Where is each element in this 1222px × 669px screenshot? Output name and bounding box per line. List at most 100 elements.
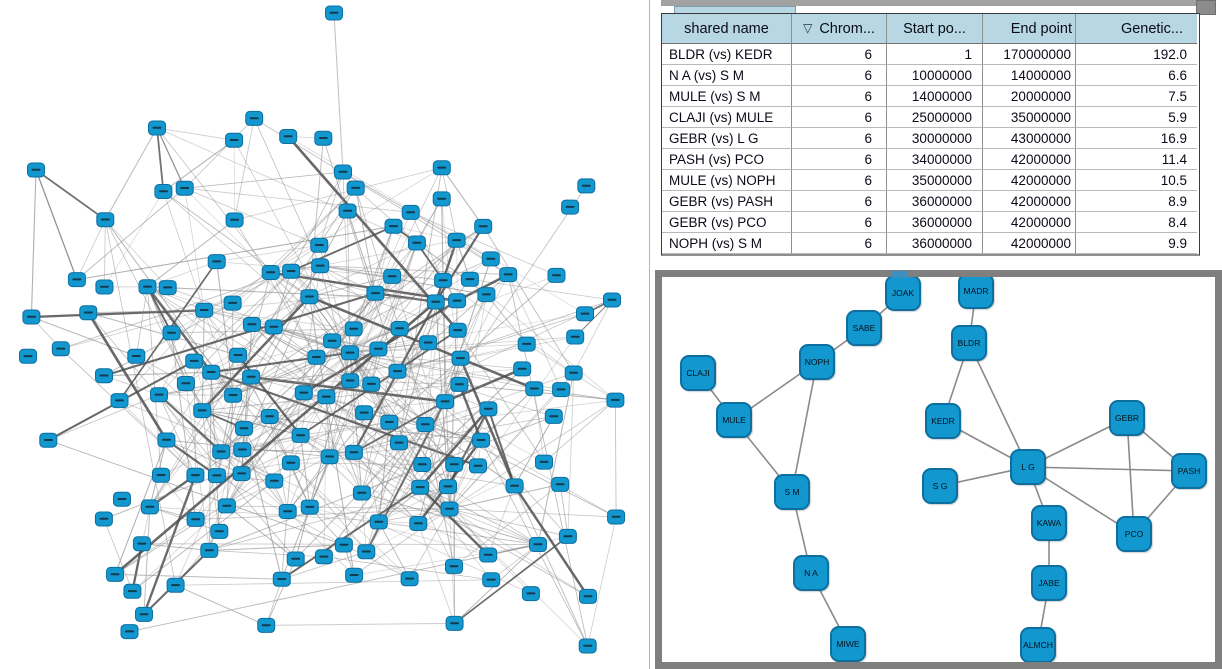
network-node[interactable] xyxy=(479,401,498,417)
network-node[interactable] xyxy=(132,536,151,552)
network-node[interactable] xyxy=(481,251,500,267)
network-node[interactable] xyxy=(152,467,170,483)
network-node-gebr[interactable]: GEBR xyxy=(1109,400,1145,436)
table-cell[interactable]: 25000000 xyxy=(887,107,983,128)
network-node[interactable] xyxy=(439,479,457,495)
network-node-s-m[interactable]: S M xyxy=(774,474,810,510)
table-cell[interactable]: N A (vs) S M xyxy=(662,65,792,86)
network-node[interactable] xyxy=(140,499,159,515)
column-header-4[interactable]: Genetic... xyxy=(1076,14,1197,44)
network-node[interactable] xyxy=(127,348,146,364)
table-cell[interactable]: CLAJI (vs) MULE xyxy=(662,107,792,128)
column-header-0[interactable]: shared name xyxy=(662,14,792,44)
table-cell[interactable]: 5.9 xyxy=(1076,107,1197,128)
network-node[interactable] xyxy=(451,350,470,366)
network-node[interactable] xyxy=(409,516,428,531)
network-node[interactable] xyxy=(345,567,364,583)
table-cell[interactable]: 42000000 xyxy=(983,149,1076,170)
network-node[interactable] xyxy=(390,435,408,451)
table-cell[interactable]: GEBR (vs) PCO xyxy=(662,212,792,233)
network-node[interactable] xyxy=(245,110,264,126)
network-node[interactable] xyxy=(260,409,279,424)
network-node[interactable] xyxy=(272,571,291,587)
network-node[interactable] xyxy=(407,235,426,251)
column-header-1[interactable]: ▽ Chrom... xyxy=(792,14,887,44)
network-node[interactable] xyxy=(564,365,583,381)
network-node[interactable] xyxy=(445,615,464,631)
network-node[interactable] xyxy=(426,294,445,310)
table-cell[interactable]: 6 xyxy=(792,149,887,170)
table-cell[interactable]: 8.9 xyxy=(1076,191,1197,212)
network-node[interactable] xyxy=(113,491,131,507)
network-node[interactable] xyxy=(576,306,594,322)
table-cell[interactable]: 36000000 xyxy=(887,212,983,233)
network-node[interactable] xyxy=(469,458,487,474)
network-node[interactable] xyxy=(366,285,385,301)
table-cell[interactable]: 35000000 xyxy=(983,107,1076,128)
network-node-noph[interactable]: NOPH xyxy=(799,344,835,380)
network-node[interactable] xyxy=(505,478,524,494)
network-node-joak[interactable]: JOAK xyxy=(885,275,921,311)
table-cell[interactable]: MULE (vs) S M xyxy=(662,86,792,107)
network-node[interactable] xyxy=(551,476,570,492)
network-node[interactable] xyxy=(413,457,432,472)
network-node[interactable] xyxy=(401,204,420,220)
network-node[interactable] xyxy=(39,432,58,448)
network-node-kawa[interactable]: KAWA xyxy=(1031,505,1067,541)
network-node[interactable] xyxy=(162,325,181,341)
network-node[interactable] xyxy=(233,442,252,458)
table-cell[interactable]: 8.4 xyxy=(1076,212,1197,233)
network-node[interactable] xyxy=(186,467,205,483)
table-cell[interactable]: PASH (vs) PCO xyxy=(662,149,792,170)
network-node[interactable] xyxy=(210,523,229,539)
table-cell[interactable]: 14000000 xyxy=(983,65,1076,86)
table-cell[interactable]: 6 xyxy=(792,233,887,254)
network-node[interactable] xyxy=(265,473,284,489)
large-network-canvas[interactable] xyxy=(0,0,648,669)
network-node[interactable] xyxy=(566,329,585,345)
network-node[interactable] xyxy=(369,341,388,357)
network-node[interactable] xyxy=(357,544,376,560)
network-node[interactable] xyxy=(561,199,580,215)
network-node[interactable] xyxy=(207,254,226,270)
network-node[interactable] xyxy=(535,454,553,470)
table-row[interactable]: CLAJI (vs) MULE 6 25000000 35000000 5.9 xyxy=(662,107,1199,128)
network-node[interactable] xyxy=(344,444,363,460)
network-node[interactable] xyxy=(166,577,185,593)
network-node[interactable] xyxy=(242,369,261,385)
network-node[interactable] xyxy=(307,349,326,365)
table-cell[interactable]: 16.9 xyxy=(1076,128,1197,149)
network-node[interactable] xyxy=(450,376,469,392)
network-node[interactable] xyxy=(314,549,333,565)
network-node[interactable] xyxy=(390,321,409,336)
network-node[interactable] xyxy=(300,499,319,515)
network-node[interactable] xyxy=(447,232,466,248)
network-node[interactable] xyxy=(477,287,496,303)
network-node[interactable] xyxy=(380,414,399,430)
table-cell[interactable]: 42000000 xyxy=(983,233,1076,254)
network-node[interactable] xyxy=(325,5,343,21)
table-cell[interactable]: 9.9 xyxy=(1076,233,1197,254)
network-node[interactable] xyxy=(257,617,276,633)
table-cell[interactable]: 35000000 xyxy=(887,170,983,191)
network-node[interactable] xyxy=(445,457,464,472)
table-row[interactable]: PASH (vs) PCO 6 34000000 42000000 11.4 xyxy=(662,149,1199,170)
network-node[interactable] xyxy=(317,389,336,405)
network-node[interactable] xyxy=(27,162,45,178)
network-node[interactable] xyxy=(323,333,342,349)
network-node[interactable] xyxy=(334,537,353,553)
table-row[interactable]: MULE (vs) NOPH 6 35000000 42000000 10.5 xyxy=(662,170,1199,191)
network-node[interactable] xyxy=(499,267,518,283)
network-node[interactable] xyxy=(157,432,176,448)
table-cell[interactable]: 14000000 xyxy=(887,86,983,107)
table-cell[interactable]: 6 xyxy=(792,44,887,65)
network-node[interactable] xyxy=(558,528,577,544)
table-cell[interactable]: 6 xyxy=(792,65,887,86)
table-row[interactable]: GEBR (vs) PCO 6 36000000 42000000 8.4 xyxy=(662,212,1199,233)
network-node[interactable] xyxy=(279,129,298,144)
network-node-madr[interactable]: MADR xyxy=(958,273,994,309)
network-node[interactable] xyxy=(334,164,352,180)
table-cell[interactable]: 10000000 xyxy=(887,65,983,86)
network-node[interactable] xyxy=(352,485,371,501)
table-cell[interactable]: 42000000 xyxy=(983,212,1076,233)
